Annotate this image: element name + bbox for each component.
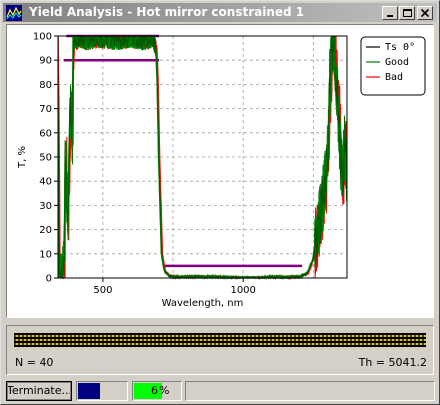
target-lines <box>63 34 303 268</box>
percent-unit: % <box>159 384 170 397</box>
transmittance-chart[interactable]: 0 10 20 30 40 50 60 70 80 90 100 500 1000 Wavelengt… <box>7 25 433 317</box>
chart-grid <box>58 36 347 278</box>
y-tick-label-60: 60 <box>39 128 52 139</box>
y-tick-label-20: 20 <box>39 225 52 236</box>
curve-good-3 <box>57 34 348 280</box>
title-bar[interactable]: Yield Analysis - Hot mirror constrained … <box>3 3 437 22</box>
y-tick-label-0: 0 <box>46 274 52 285</box>
chart-panel: 0 10 20 30 40 50 60 70 80 90 100 500 1000 Wavelengt… <box>6 24 434 318</box>
x-tick-label-500: 500 <box>93 285 112 296</box>
y-axis-label: T, % <box>17 146 28 169</box>
close-icon <box>420 8 430 18</box>
terminate-button[interactable]: Terminate... <box>6 381 72 401</box>
progress-fill <box>78 383 100 399</box>
legend-label-0: Ts 0° <box>385 42 415 53</box>
chart-legend: Ts 0° Good Bad <box>360 36 426 96</box>
layer-stripe <box>14 333 426 347</box>
info-panel: N = 40 Th = 5041.2 <box>6 325 434 375</box>
window-title: Yield Analysis - Hot mirror constrained … <box>29 5 305 19</box>
thickness-label: Th = 5041.2 <box>358 356 427 369</box>
status-bar: Terminate... 6 % <box>3 379 437 403</box>
y-tick-label-90: 90 <box>39 56 52 67</box>
y-axis-ticks: 0 10 20 30 40 50 60 70 80 90 100 <box>33 32 58 285</box>
legend-label-2: Bad <box>385 72 403 83</box>
legend-box <box>360 36 426 96</box>
chart-app-icon <box>6 5 22 21</box>
maximize-icon <box>403 9 412 17</box>
percent-value: 6 <box>151 384 158 397</box>
y-tick-label-40: 40 <box>39 177 52 188</box>
minimize-button[interactable] <box>382 6 398 20</box>
close-button[interactable] <box>417 6 433 20</box>
y-tick-label-50: 50 <box>39 153 52 164</box>
minimize-icon <box>387 15 393 17</box>
y-tick-label-100: 100 <box>33 32 52 43</box>
y-tick-label-30: 30 <box>39 201 52 212</box>
maximize-button[interactable] <box>399 6 415 20</box>
progress-bar <box>76 381 128 401</box>
x-axis-label: Wavelength, nm <box>162 298 244 309</box>
x-axis-ticks: 500 1000 <box>93 278 256 296</box>
y-tick-label-70: 70 <box>39 104 52 115</box>
x-tick-label-1000: 1000 <box>230 285 255 296</box>
percent-progress-fill <box>134 383 162 399</box>
legend-label-1: Good <box>385 57 409 68</box>
layer-count-label: N = 40 <box>15 356 54 369</box>
y-tick-label-10: 10 <box>39 249 52 260</box>
percent-progress-bar <box>132 381 182 401</box>
y-tick-label-80: 80 <box>39 80 52 91</box>
status-message-panel <box>185 381 435 401</box>
